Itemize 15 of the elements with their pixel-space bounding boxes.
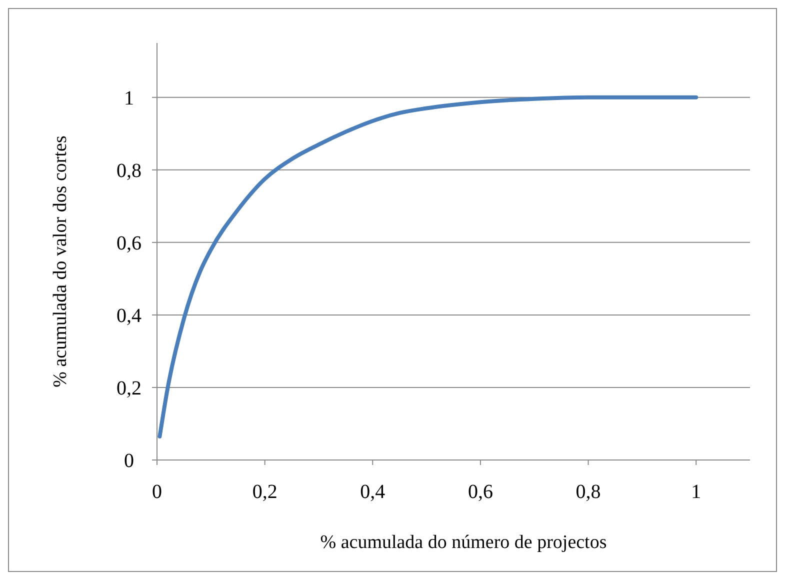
y-tick-label: 0: [124, 450, 134, 472]
y-tick-label: 0,6: [116, 232, 142, 254]
y-tick-label: 0,8: [116, 160, 142, 182]
y-axis-title: % acumulada do valor dos cortes: [50, 136, 71, 388]
x-tick-label: 0,2: [252, 481, 278, 503]
x-axis-title: % acumulada do número de projectos: [320, 532, 607, 553]
x-tick-label: 0,6: [468, 481, 493, 503]
y-tick-label: 0,4: [116, 304, 142, 327]
line-series: [158, 95, 698, 438]
x-tick-label: 0,4: [360, 481, 386, 503]
y-tick-label: 1: [124, 87, 134, 110]
x-tick-label: 1: [691, 481, 702, 503]
y-tick-label: 0,2: [116, 377, 142, 400]
x-tick-label: 0,8: [576, 481, 601, 503]
x-tick-label: 0: [152, 481, 162, 503]
